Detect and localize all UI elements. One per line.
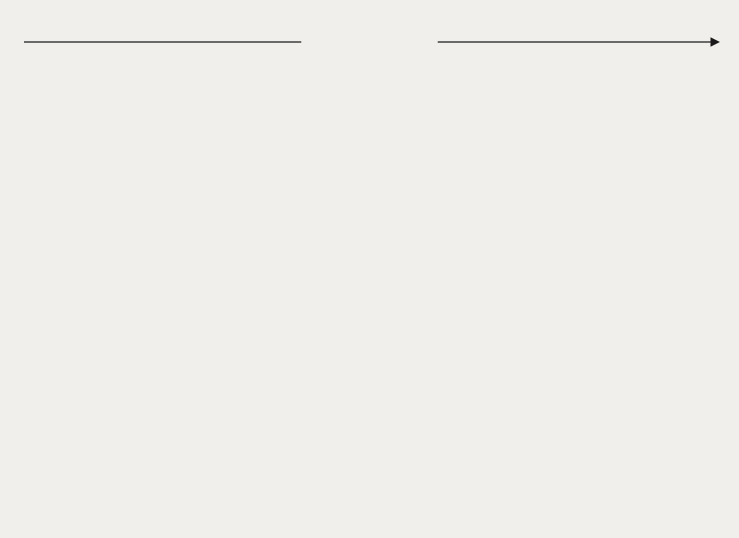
em-spectrum-diagram (0, 0, 739, 538)
axis-title-bg (301, 24, 437, 50)
